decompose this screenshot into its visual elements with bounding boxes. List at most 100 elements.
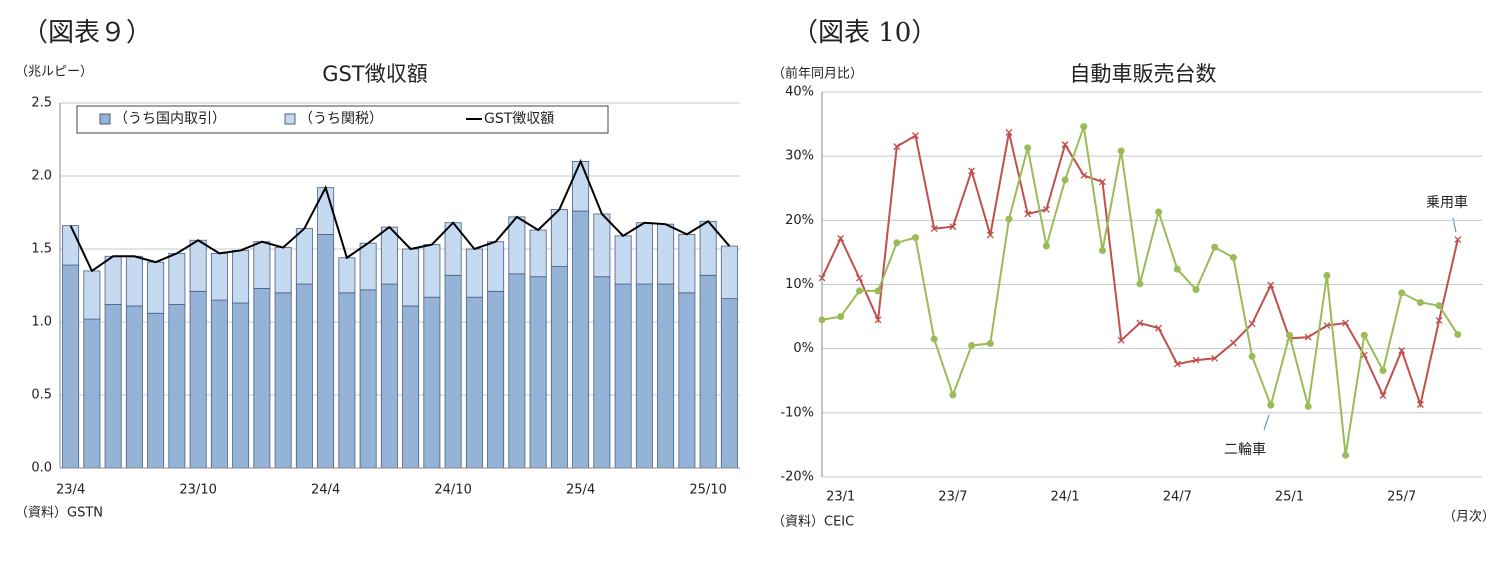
bar — [295, 283, 313, 469]
marker — [1323, 322, 1331, 330]
marker — [986, 231, 994, 239]
bar — [635, 283, 653, 469]
bar — [380, 283, 398, 469]
bar — [614, 235, 632, 285]
bar — [720, 298, 738, 469]
x-tick-label: 23/10 — [179, 483, 216, 498]
bar — [678, 233, 696, 294]
y-tick-label: 30% — [785, 149, 814, 164]
bar — [465, 248, 483, 298]
marker — [1080, 123, 1088, 131]
bar — [317, 187, 335, 235]
bar — [274, 292, 292, 469]
marker — [1267, 281, 1275, 289]
marker — [912, 132, 919, 140]
bar — [508, 216, 526, 275]
bar — [210, 299, 228, 469]
legend-label: （うち国内取引） — [114, 111, 226, 127]
series-label: 二輪車 — [1224, 441, 1266, 458]
bar — [593, 213, 611, 278]
x-axis-label: （月次） — [1443, 509, 1495, 525]
bar — [550, 209, 568, 267]
bar — [572, 210, 590, 469]
bar — [720, 245, 738, 300]
bar — [274, 247, 292, 294]
bar — [189, 290, 207, 469]
legend-swatch — [284, 113, 296, 125]
marker — [1342, 451, 1350, 459]
marker — [1304, 402, 1312, 410]
chart-title: GST徴収額 — [322, 62, 427, 86]
marker — [818, 316, 826, 324]
series-label: 乗用車 — [1426, 194, 1468, 211]
bar — [487, 241, 505, 292]
bar — [125, 305, 143, 469]
marker — [1061, 141, 1069, 149]
y-tick-label: 20% — [785, 213, 814, 228]
x-tick-label: 25/4 — [566, 483, 595, 498]
bar — [423, 244, 441, 298]
bar — [83, 318, 101, 469]
marker — [855, 274, 863, 282]
marker — [1304, 333, 1312, 341]
marker — [1099, 178, 1106, 186]
marker — [893, 143, 901, 151]
bar — [232, 250, 250, 304]
bar — [380, 226, 398, 285]
y-axis-label: （兆ルピー） — [15, 65, 93, 80]
marker — [1267, 401, 1275, 409]
bar — [83, 270, 101, 320]
marker — [1061, 176, 1069, 184]
bar — [593, 276, 611, 469]
y-tick-label: 40% — [785, 85, 814, 100]
bar — [338, 292, 356, 469]
x-tick-label: 24/10 — [434, 483, 471, 498]
x-tick-label: 23/7 — [938, 490, 967, 505]
bar — [62, 264, 80, 469]
x-tick-label: 25/1 — [1275, 490, 1304, 505]
marker — [1173, 265, 1181, 273]
y-tick-label: -10% — [780, 405, 814, 420]
marker — [949, 391, 957, 399]
marker — [874, 287, 882, 295]
bar — [529, 229, 547, 278]
bar — [232, 302, 250, 469]
line — [821, 132, 1459, 409]
marker — [912, 234, 919, 242]
y-tick-label: -20% — [780, 470, 814, 485]
marker — [1005, 215, 1013, 223]
marker — [1454, 331, 1462, 339]
marker — [1416, 401, 1424, 408]
x-tick-label: 24/1 — [1050, 490, 1079, 505]
x-tick-label: 23/4 — [56, 483, 85, 498]
legend-label: （うち関税） — [299, 111, 383, 127]
bar — [168, 304, 186, 469]
y-tick-label: 2.5 — [31, 96, 52, 111]
bar — [295, 228, 313, 285]
marker — [818, 274, 826, 282]
marker — [1323, 272, 1331, 280]
y-tick-label: 0.0 — [31, 461, 52, 476]
y-tick-label: 0% — [793, 341, 814, 356]
bar — [402, 248, 420, 307]
bar — [359, 242, 377, 291]
x-tick-label: 25/10 — [689, 483, 726, 498]
x-tick-label: 23/1 — [826, 490, 855, 505]
bar — [465, 296, 483, 469]
bar — [147, 261, 165, 314]
source: （資料）GSTN — [15, 506, 103, 521]
marker — [874, 316, 882, 324]
marker — [1360, 331, 1368, 339]
x-tick-label: 24/4 — [311, 483, 340, 498]
marker — [1117, 336, 1125, 344]
bar — [614, 283, 632, 469]
marker — [1005, 128, 1013, 136]
marker — [837, 234, 845, 242]
marker — [1192, 286, 1200, 294]
y-tick-label: 0.5 — [31, 388, 52, 403]
bar — [253, 288, 271, 469]
marker — [893, 239, 901, 247]
arrow — [1263, 414, 1270, 431]
marker — [1435, 302, 1443, 310]
line — [821, 126, 1459, 456]
